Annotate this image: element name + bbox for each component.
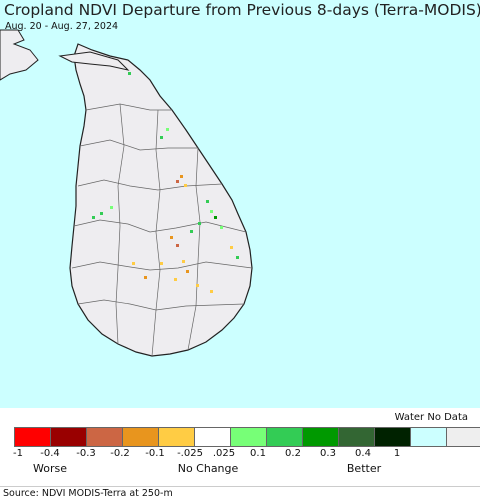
legend-swatch-9 [303,428,339,446]
legend-swatch-8 [267,428,303,446]
legend-no-change-label: No Change [177,462,239,475]
legend-swatch-3 [87,428,123,446]
legend-tick: 0.1 [250,448,266,459]
legend-tick: .025 [212,448,236,459]
legend-tick: 0.4 [355,448,371,459]
legend-swatch-11 [375,428,411,446]
district-boundaries [71,103,253,357]
legend-swatch-6 [195,428,231,446]
legend-tick: -0.2 [110,448,130,459]
legend-tick: 1 [393,448,401,459]
source-text: Source: NDVI MODIS-Terra at 250-m [3,488,173,499]
legend-worse-label: Worse [33,462,67,475]
legend-tick: -0.3 [76,448,96,459]
legend-tick: -0.1 [145,448,165,459]
date-range: Aug. 20 - Aug. 27, 2024 [5,21,119,32]
legend-tick: -0.4 [40,448,60,459]
legend-swatch-2 [51,428,87,446]
legend-swatch-10 [339,428,375,446]
legend-swatch-no-data [447,428,480,446]
source-bar [0,486,480,501]
legend-swatch-water [411,428,447,446]
legend-swatch-5 [159,428,195,446]
legend-better-label: Better [346,462,382,475]
jaffna-peninsula [58,51,130,71]
legend-color-bar [14,427,480,447]
water-no-data-label: Water No Data [394,412,468,423]
legend-swatch-1 [15,428,51,446]
legend-tick: 0.3 [320,448,336,459]
legend-tick: -1 [13,448,23,459]
legend-tick: 0.2 [285,448,301,459]
ndvi-speckles [92,72,239,293]
india-coastline [0,29,39,81]
legend-panel [0,408,480,486]
legend-swatch-4 [123,428,159,446]
legend-swatch-7 [231,428,267,446]
legend-tick: -.025 [177,448,203,459]
map-title: Cropland NDVI Departure from Previous 8-… [4,1,480,19]
